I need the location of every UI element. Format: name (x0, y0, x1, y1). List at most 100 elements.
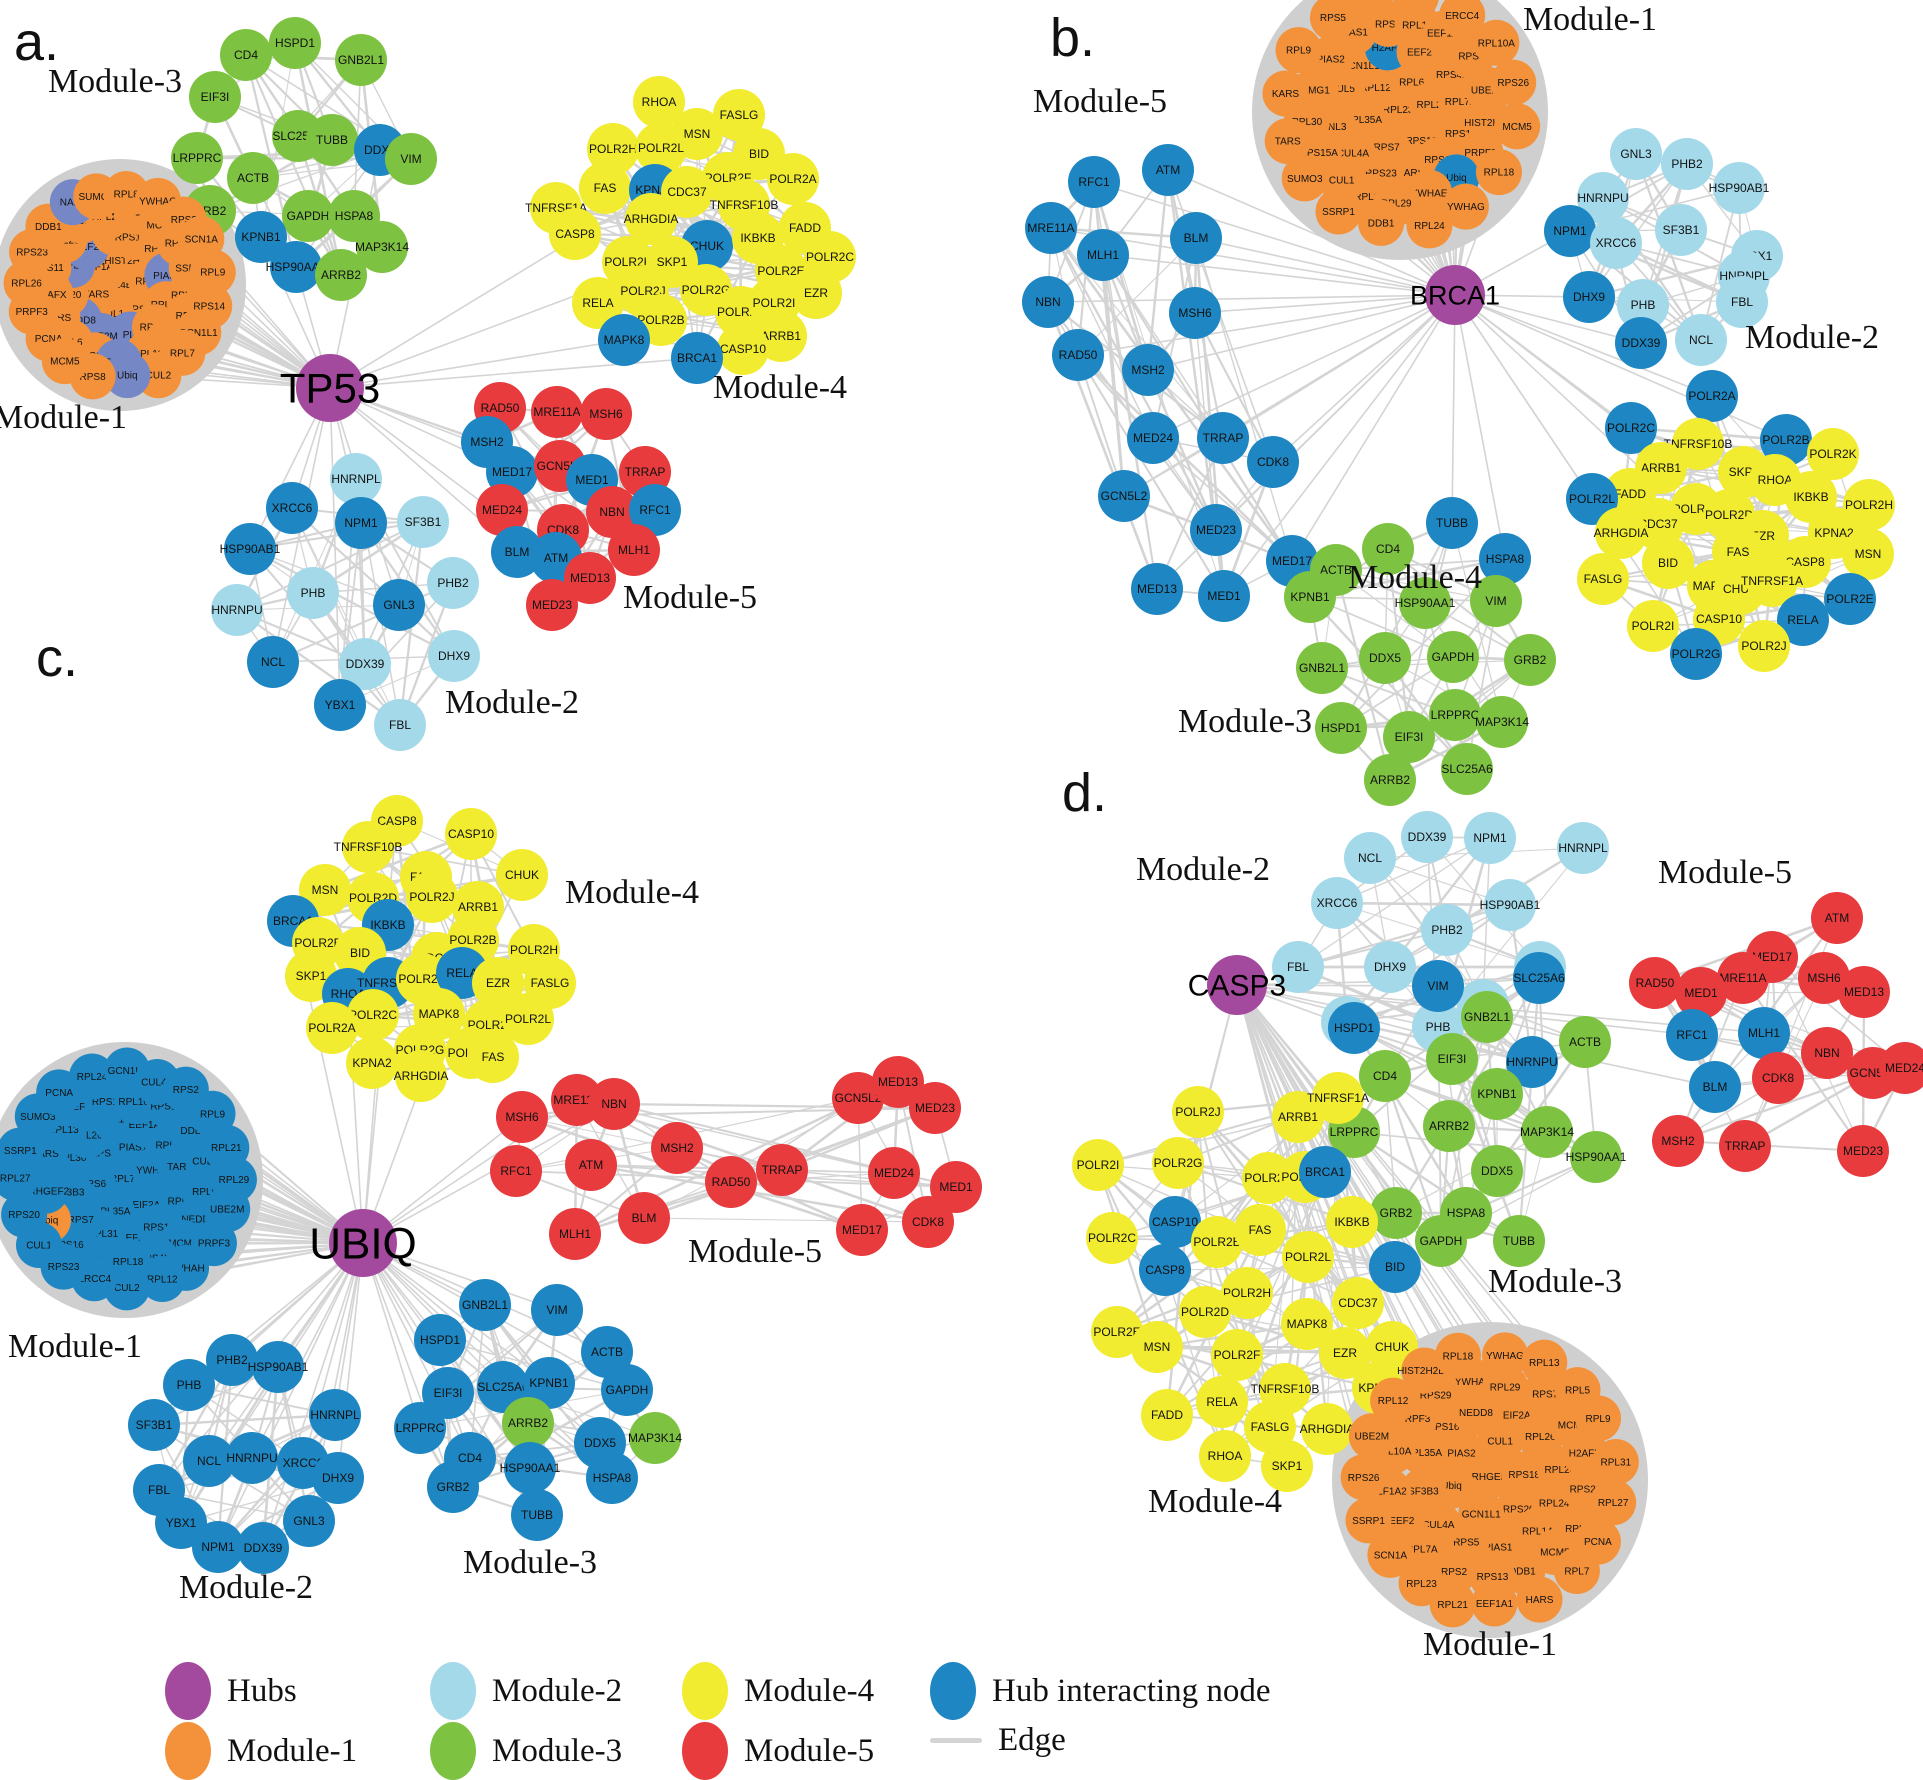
node-label-PHB2: PHB2 (1431, 923, 1463, 937)
node-label-MED24: MED24 (874, 1166, 914, 1180)
node-label-RPL27: RPL27 (0, 1173, 31, 1184)
module-label-Module-3: Module-3 (1488, 1263, 1622, 1300)
module-label-Module-3: Module-3 (48, 63, 182, 100)
node-label-ATM: ATM (579, 1158, 603, 1172)
node-label-MRE11A: MRE11A (1027, 221, 1074, 235)
node-label-SCN1A: SCN1A (1374, 1550, 1408, 1561)
node-label-POLR2J: POLR2J (1175, 1105, 1220, 1119)
node-label-RFC1: RFC1 (1078, 175, 1110, 189)
node-label-HNRNPU: HNRNPU (211, 603, 262, 617)
node-label-MED24: MED24 (1885, 1061, 1923, 1075)
node-label-RPS5: RPS5 (1320, 13, 1347, 24)
node-label-FAS: FAS (1249, 1223, 1272, 1237)
node-label-CUL1: CUL1 (1487, 1436, 1513, 1447)
node-label-IKBKB: IKBKB (1334, 1215, 1369, 1229)
node-label-RPS2: RPS2 (1441, 1567, 1468, 1578)
node-label-SLC25A6: SLC25A6 (1441, 762, 1493, 776)
node-label-TNFRSF10B: TNFRSF10B (710, 198, 779, 212)
node-label-MED1: MED1 (1207, 589, 1241, 603)
node-label-EEF2: EEF2 (1407, 47, 1432, 58)
node-label-RPL10A: RPL10A (1478, 38, 1516, 49)
node-label-RPS20: RPS20 (8, 1210, 40, 1221)
module-label-Module-1: Module-1 (1423, 1626, 1557, 1663)
node-label-HNRNPU: HNRNPU (1506, 1055, 1557, 1069)
node-label-SCN1A: SCN1A (185, 235, 219, 246)
node-label-HARS: HARS (1526, 1595, 1554, 1606)
node-label-SKP1: SKP1 (296, 969, 327, 983)
node-label-KPNB1: KPNB1 (529, 1376, 569, 1390)
node-label-RFC1: RFC1 (639, 503, 671, 517)
node-label-MED24: MED24 (1133, 431, 1173, 445)
node-label-ACTB: ACTB (237, 171, 269, 185)
node-label-MED13: MED13 (878, 1075, 918, 1089)
node-label-DHX9: DHX9 (322, 1471, 354, 1485)
node-label-RPL26: RPL26 (11, 278, 42, 289)
node-label-RPL29: RPL29 (219, 1175, 250, 1186)
node-label-POLR2G: POLR2G (1154, 1156, 1203, 1170)
legend-item-module-5: Module-5 (682, 1722, 874, 1780)
node-label-ACTB: ACTB (591, 1345, 623, 1359)
node-label-RAD50: RAD50 (1636, 976, 1675, 990)
node-label-POLR2D: POLR2D (1181, 1305, 1229, 1319)
node-label-POLR2L: POLR2L (638, 141, 684, 155)
node-label-ATM: ATM (544, 551, 568, 565)
node-label-PHB2: PHB2 (216, 1353, 248, 1367)
node-label-RHOA: RHOA (1758, 473, 1793, 487)
node-label-Ubiq: Ubiq (117, 371, 138, 382)
node-label-NBN: NBN (599, 505, 624, 519)
node-label-CHUK: CHUK (505, 868, 539, 882)
node-label-HSPA8: HSPA8 (593, 1471, 632, 1485)
node-label-POLR2H: POLR2H (589, 142, 637, 156)
node-label-KPNB1: KPNB1 (1290, 590, 1330, 604)
node-label-MCM5: MCM5 (50, 357, 80, 368)
node-label-CASP10: CASP10 (1696, 612, 1742, 626)
node-label-NCL: NCL (1689, 333, 1713, 347)
node-label-HSPA8: HSPA8 (335, 209, 374, 223)
node-label-XRCC6: XRCC6 (1317, 896, 1358, 910)
node-label-ARRB1: ARRB1 (1641, 461, 1681, 475)
node-label-HSPD1: HSPD1 (420, 1333, 460, 1347)
node-label-XRCC6: XRCC6 (272, 501, 313, 515)
module-label-Module-1: Module-1 (0, 399, 127, 436)
node-label-DDX5: DDX5 (1481, 1164, 1513, 1178)
node-label-GNB2L1: GNB2L1 (338, 53, 384, 67)
node-label-KARS: KARS (1272, 89, 1300, 100)
node-label-POLR2H: POLR2H (1845, 498, 1893, 512)
node-label-DDX39: DDX39 (346, 657, 385, 671)
node-label-MSH6: MSH6 (505, 1110, 539, 1124)
node-label-MLH1: MLH1 (1087, 248, 1119, 262)
node-label-GAPDH: GAPDH (287, 209, 330, 223)
node-label-ARRB1: ARRB1 (458, 900, 498, 914)
node-label-IKBKB: IKBKB (370, 918, 405, 932)
node-label-DDX39: DDX39 (1622, 336, 1661, 350)
module-label-Module-5: Module-5 (1033, 83, 1167, 120)
node-label-NPM1: NPM1 (1553, 224, 1587, 238)
node-label-BLM: BLM (632, 1211, 657, 1225)
node-label-MSH2: MSH2 (1661, 1134, 1695, 1148)
node-label-NAE1: NAE1 (1403, 0, 1430, 3)
node-label-CASP8: CASP8 (1145, 1263, 1185, 1277)
node-label-LRPPRC: LRPPRC (173, 151, 222, 165)
node-label-ACTB: ACTB (1569, 1035, 1601, 1049)
node-label-POLR2A: POLR2A (308, 1021, 355, 1035)
module-label-Module-5: Module-5 (1658, 854, 1792, 891)
node-label-RPL9: RPL9 (1586, 1414, 1611, 1425)
node-label-MAPK8: MAPK8 (604, 333, 645, 347)
node-label-RFC1: RFC1 (500, 1164, 532, 1178)
legend-item-module-2: Module-2 (430, 1662, 622, 1720)
node-label-NCL: NCL (261, 655, 285, 669)
node-label-POLR2L: POLR2L (1569, 492, 1615, 506)
node-label-DDX5: DDX5 (584, 1436, 616, 1450)
node-label-MSH6: MSH6 (1807, 971, 1841, 985)
node-label-HNRNPL: HNRNPL (310, 1408, 360, 1422)
node-label-GNB2L1: GNB2L1 (1299, 661, 1345, 675)
node-label-FAS: FAS (1727, 545, 1750, 559)
panel-letter-c: c. (36, 628, 78, 688)
node-label-POLR2C: POLR2C (1088, 1231, 1136, 1245)
node-label-UBE2M: UBE2M (1355, 1432, 1389, 1443)
node-label-POLR2A: POLR2A (1688, 389, 1735, 403)
node-label-RAD50: RAD50 (712, 1175, 751, 1189)
node-label-VIM: VIM (546, 1303, 567, 1317)
node-label-MAP3K14: MAP3K14 (1475, 715, 1529, 729)
module-label-Module-5: Module-5 (623, 579, 757, 616)
